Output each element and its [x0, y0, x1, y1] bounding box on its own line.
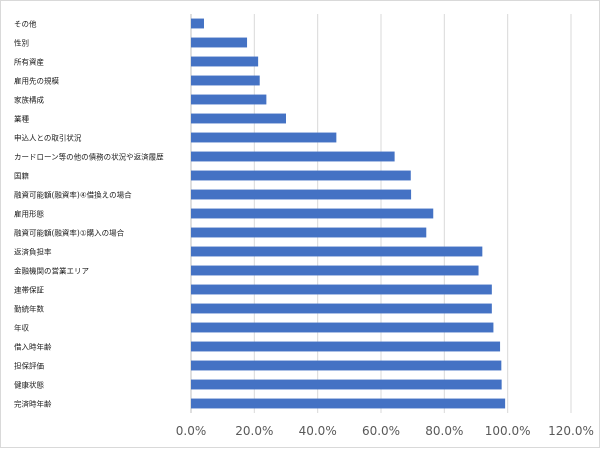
category-label: 業種: [14, 114, 29, 124]
category-label: 返済負担率: [14, 247, 52, 257]
x-tick-label: 20.0%: [235, 424, 273, 438]
category-label: 国籍: [14, 171, 29, 181]
category-label: 融資可能額(融資率)①購入の場合: [14, 228, 125, 238]
category-label: 勤続年数: [14, 304, 44, 314]
bar: [191, 132, 337, 143]
category-label: 連帯保証: [14, 285, 44, 295]
bar: [191, 151, 395, 162]
category-label: その他: [14, 19, 37, 29]
x-tick-label: 60.0%: [362, 424, 400, 438]
bars: [191, 18, 506, 409]
category-label: 完済時年齢: [14, 399, 52, 409]
x-tick-label: 120.0%: [548, 424, 594, 438]
bar: [191, 284, 492, 295]
x-tick-label: 80.0%: [425, 424, 463, 438]
category-label: カードローン等の他の債務の状況や返済履歴: [14, 152, 164, 162]
x-tick-label: 0.0%: [176, 424, 207, 438]
category-label: 申込人との取引状況: [14, 133, 82, 143]
bar: [191, 75, 260, 86]
bar: [191, 322, 494, 333]
category-label: 健康状態: [14, 380, 44, 390]
bar: [191, 170, 411, 181]
category-label: 金融機関の営業エリア: [14, 266, 89, 276]
category-label: 所有資産: [14, 57, 44, 67]
bar: [191, 37, 248, 48]
bar: [191, 189, 412, 200]
category-label: 雇用先の規模: [14, 76, 59, 86]
x-tick-label: 40.0%: [299, 424, 337, 438]
bar: [191, 398, 506, 409]
bar: [191, 265, 479, 276]
bar: [191, 18, 204, 29]
bar: [191, 208, 434, 219]
bar: [191, 379, 502, 390]
bar: [191, 113, 286, 124]
category-label: 家族構成: [14, 95, 44, 105]
category-label: 年収: [14, 323, 29, 333]
bar: [191, 56, 259, 67]
category-label: 性別: [14, 38, 29, 48]
category-labels: その他性別所有資産雇用先の規模家族構成業種申込人との取引状況カードローン等の他の…: [14, 19, 164, 409]
category-label: 雇用形態: [14, 209, 44, 219]
bar: [191, 94, 267, 105]
bar: [191, 360, 502, 371]
category-label: 担保評価: [14, 361, 44, 371]
x-tick-label: 100.0%: [485, 424, 531, 438]
x-tick-labels: 0.0% 20.0% 40.0% 60.0% 80.0% 100.0% 120.0%: [176, 424, 594, 438]
bar: [191, 227, 427, 238]
bar: [191, 246, 483, 257]
bar: [191, 341, 501, 352]
bar: [191, 303, 492, 314]
category-label: 融資可能額(融資率)④借換えの場合: [14, 190, 132, 200]
category-label: 借入時年齢: [14, 342, 52, 352]
